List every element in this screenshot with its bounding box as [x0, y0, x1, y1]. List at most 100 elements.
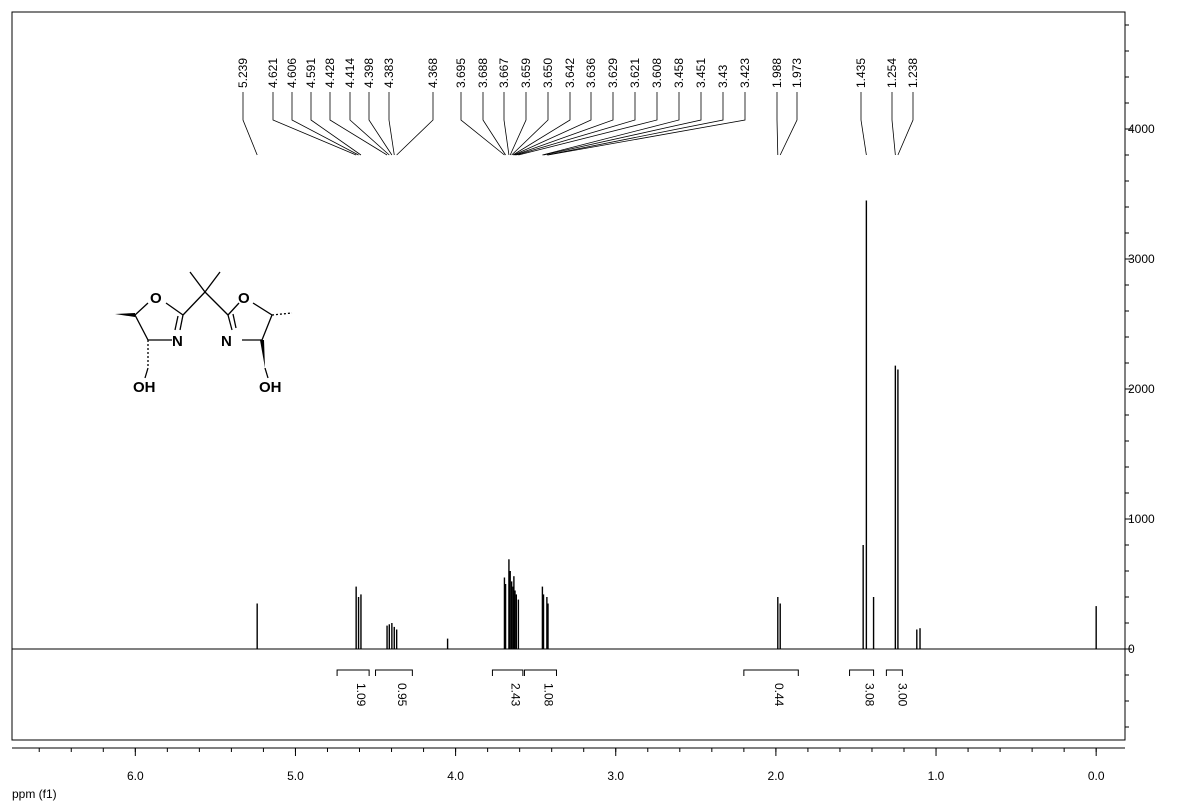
x-tick-label: 5.0	[287, 769, 304, 783]
wedge	[115, 313, 135, 317]
integral-label: 1.09	[354, 683, 368, 707]
x-tick-label: 4.0	[447, 769, 464, 783]
bond	[179, 314, 184, 331]
peak-label: 4.428	[323, 58, 337, 88]
peak-label: 1.988	[770, 58, 784, 88]
y-tick-label: 1000	[1128, 512, 1155, 526]
peak-label: 1.254	[885, 58, 899, 88]
peak-leader	[891, 92, 896, 156]
peak-label: 3.650	[541, 58, 555, 88]
peak-label: 4.414	[343, 58, 357, 88]
bond	[189, 271, 206, 293]
x-tick-label: 1.0	[928, 769, 945, 783]
integral-bracket	[491, 669, 524, 676]
y-tick-label: 2000	[1128, 382, 1155, 396]
y-tick-label: 3000	[1128, 252, 1155, 266]
bond	[242, 302, 273, 341]
peak-label: 3.629	[606, 58, 620, 88]
peak-label: 5.239	[236, 58, 250, 88]
peak-leader	[460, 92, 505, 156]
x-axis-label: ppm (f1)	[12, 787, 57, 801]
peak-label: 1.435	[854, 58, 868, 88]
peak-label: 3.688	[476, 58, 490, 88]
peak-leader	[543, 92, 702, 156]
peak-leader	[512, 92, 571, 156]
integral-label: 3.00	[895, 683, 909, 707]
peak-leader	[272, 92, 357, 156]
peak-label: 4.621	[266, 58, 280, 88]
x-tick-label: 3.0	[607, 769, 624, 783]
peak-leader	[546, 92, 724, 156]
integral-label: 0.44	[772, 683, 786, 707]
peak-leader	[514, 92, 614, 156]
peak-label: 3.608	[650, 58, 664, 88]
integral-bracket	[885, 669, 903, 676]
peak-leader	[388, 92, 395, 156]
atom: N	[172, 333, 183, 350]
integral-label: 2.43	[509, 683, 523, 707]
peak-label: 3.667	[497, 58, 511, 88]
peak-leader	[779, 92, 798, 156]
peak-label: 3.659	[519, 58, 533, 88]
bond	[227, 314, 233, 331]
wedge	[260, 340, 265, 368]
peak-label: 4.606	[285, 58, 299, 88]
peak-leader	[349, 92, 390, 156]
bond	[182, 291, 206, 316]
integral-bracket	[743, 669, 799, 676]
hash-bond	[271, 312, 293, 316]
peak-leader	[547, 92, 746, 156]
bond	[227, 302, 240, 316]
peak-label: 1.973	[790, 58, 804, 88]
peak-label: 3.458	[672, 58, 686, 88]
peak-leader	[503, 92, 510, 156]
atom: OH	[259, 379, 282, 396]
integral-bracket	[375, 669, 413, 676]
peak-label: 4.591	[304, 58, 318, 88]
atom: N	[221, 333, 232, 350]
y-tick-label: 0	[1128, 642, 1135, 656]
peak-label: 3.621	[628, 58, 642, 88]
peak-label: 3.43	[716, 64, 730, 88]
peak-leader	[310, 92, 362, 156]
peak-leader	[897, 92, 914, 156]
peak-leader	[518, 92, 658, 156]
peak-label: 4.398	[362, 58, 376, 88]
y-tick-label: 4000	[1128, 122, 1155, 136]
peak-label: 3.636	[584, 58, 598, 88]
peak-label: 1.238	[906, 58, 920, 88]
peak-leader	[509, 92, 527, 156]
peak-leader	[396, 92, 434, 156]
peak-leader	[860, 92, 867, 156]
integral-label: 3.08	[863, 683, 877, 707]
atom: O	[150, 290, 162, 307]
peak-leader	[242, 92, 258, 156]
integral-bracket	[849, 669, 875, 676]
bond	[165, 302, 184, 316]
peak-leader	[542, 92, 680, 156]
atom: OH	[133, 379, 156, 396]
peak-label: 3.423	[738, 58, 752, 88]
peak-leader	[776, 92, 779, 156]
peak-label: 3.695	[454, 58, 468, 88]
bond	[134, 302, 172, 341]
bond	[144, 367, 149, 379]
peak-label: 4.368	[426, 58, 440, 88]
integral-bracket	[336, 669, 370, 676]
bond	[264, 367, 269, 379]
bond	[174, 315, 179, 331]
structure: O N OH O N OH	[115, 271, 293, 396]
x-tick-label: 2.0	[768, 769, 785, 783]
bond	[204, 291, 229, 316]
peak-leader	[329, 92, 388, 156]
peak-leader	[368, 92, 393, 156]
peak-label: 4.383	[382, 58, 396, 88]
peak-leader	[516, 92, 636, 156]
bond	[204, 271, 221, 293]
integral-label: 0.95	[395, 683, 409, 707]
x-tick-label: 6.0	[127, 769, 144, 783]
bond	[232, 313, 237, 329]
peak-leader	[513, 92, 592, 156]
peak-label: 3.451	[694, 58, 708, 88]
